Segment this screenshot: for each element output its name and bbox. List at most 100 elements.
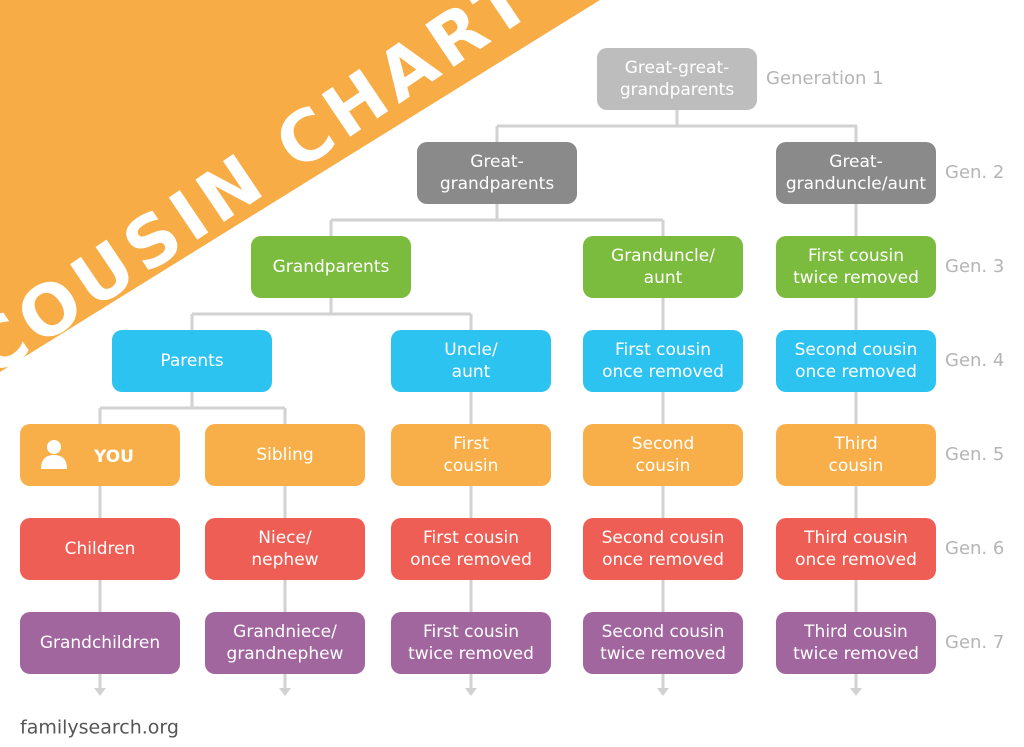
node-label: First cousin [423, 528, 519, 548]
generation-label: Gen. 6 [945, 538, 1004, 559]
footer: familysearch.org [20, 717, 179, 739]
node-label: cousin [636, 456, 691, 476]
node-box [776, 612, 936, 674]
node: Granduncle/aunt [583, 236, 743, 298]
node-label: grandnephew [227, 644, 344, 664]
person-icon-head [47, 440, 61, 454]
node-label: aunt [452, 362, 491, 382]
arrows [94, 688, 862, 696]
node: Uncle/aunt [391, 330, 551, 392]
node-label: Granduncle/ [611, 246, 715, 266]
node-box [391, 518, 551, 580]
node-label: twice removed [600, 644, 726, 664]
node-label: Second cousin [795, 340, 918, 360]
node: Great-grandparents [417, 142, 577, 204]
node-label: First [453, 434, 489, 454]
node-label: once removed [795, 550, 917, 570]
node-box [20, 424, 180, 486]
node: Grandparents [251, 236, 411, 298]
node-label: once removed [602, 550, 724, 570]
node-label: Second cousin [602, 528, 725, 548]
node: YOU [20, 424, 180, 486]
person-icon-body [41, 455, 67, 469]
node-label: nephew [251, 550, 318, 570]
title-banner [0, 0, 600, 372]
node-label: cousin [829, 456, 884, 476]
node-label: Niece/ [258, 528, 312, 548]
generation-label: Gen. 3 [945, 256, 1004, 277]
node-label: once removed [410, 550, 532, 570]
node-label: Parents [160, 351, 223, 371]
node: Grandchildren [20, 612, 180, 674]
node-box [583, 518, 743, 580]
node-box [776, 330, 936, 392]
node-label: Third [833, 434, 877, 454]
node-label: grandparents [620, 80, 734, 100]
node-label: Great- [470, 152, 523, 172]
node-label: Second cousin [602, 622, 725, 642]
node-label: First cousin [808, 246, 904, 266]
node: Niece/nephew [205, 518, 365, 580]
node-label: Third cousin [803, 622, 908, 642]
node: Sibling [205, 424, 365, 486]
node-label: YOU [93, 447, 134, 467]
node-label: granduncle/aunt [786, 174, 927, 194]
node: Parents [112, 330, 272, 392]
node: Great-great-grandparents [597, 48, 757, 110]
generation-label: Generation 1 [766, 68, 884, 89]
node-label: aunt [644, 268, 683, 288]
node-box [583, 236, 743, 298]
node: Grandniece/grandnephew [205, 612, 365, 674]
node-box [205, 424, 365, 486]
node-box [776, 518, 936, 580]
node-label: First cousin [423, 622, 519, 642]
node-label: Uncle/ [444, 340, 498, 360]
node-label: grandparents [440, 174, 554, 194]
node-box [205, 518, 365, 580]
node-box [20, 612, 180, 674]
node-box [776, 424, 936, 486]
node-box [391, 330, 551, 392]
generation-label: Gen. 7 [945, 632, 1004, 653]
node-box [583, 330, 743, 392]
connectors [98, 110, 858, 690]
node-label: once removed [795, 362, 917, 382]
node-label: Sibling [256, 445, 313, 465]
node-label: Great-great- [625, 58, 730, 78]
node-label: Children [65, 539, 136, 559]
node-box [112, 330, 272, 392]
node-label: cousin [444, 456, 499, 476]
node-label: twice removed [793, 268, 919, 288]
node-label: Grandniece/ [233, 622, 337, 642]
node-box [776, 236, 936, 298]
node-box [776, 142, 936, 204]
generation-label: Gen. 5 [945, 444, 1004, 465]
node-box [583, 424, 743, 486]
node-label: Third cousin [803, 528, 908, 548]
node-box [20, 518, 180, 580]
node-box [391, 424, 551, 486]
node: Great-granduncle/aunt [776, 142, 936, 204]
node-label: twice removed [793, 644, 919, 664]
node-box [391, 612, 551, 674]
node-label: Great- [829, 152, 882, 172]
node-label: twice removed [408, 644, 534, 664]
node-label: First cousin [615, 340, 711, 360]
node-box [205, 612, 365, 674]
node-label: Second [632, 434, 695, 454]
node-label: Grandparents [273, 257, 390, 277]
node: Children [20, 518, 180, 580]
generation-label: Gen. 4 [945, 350, 1004, 371]
generation-label: Gen. 2 [945, 162, 1004, 183]
